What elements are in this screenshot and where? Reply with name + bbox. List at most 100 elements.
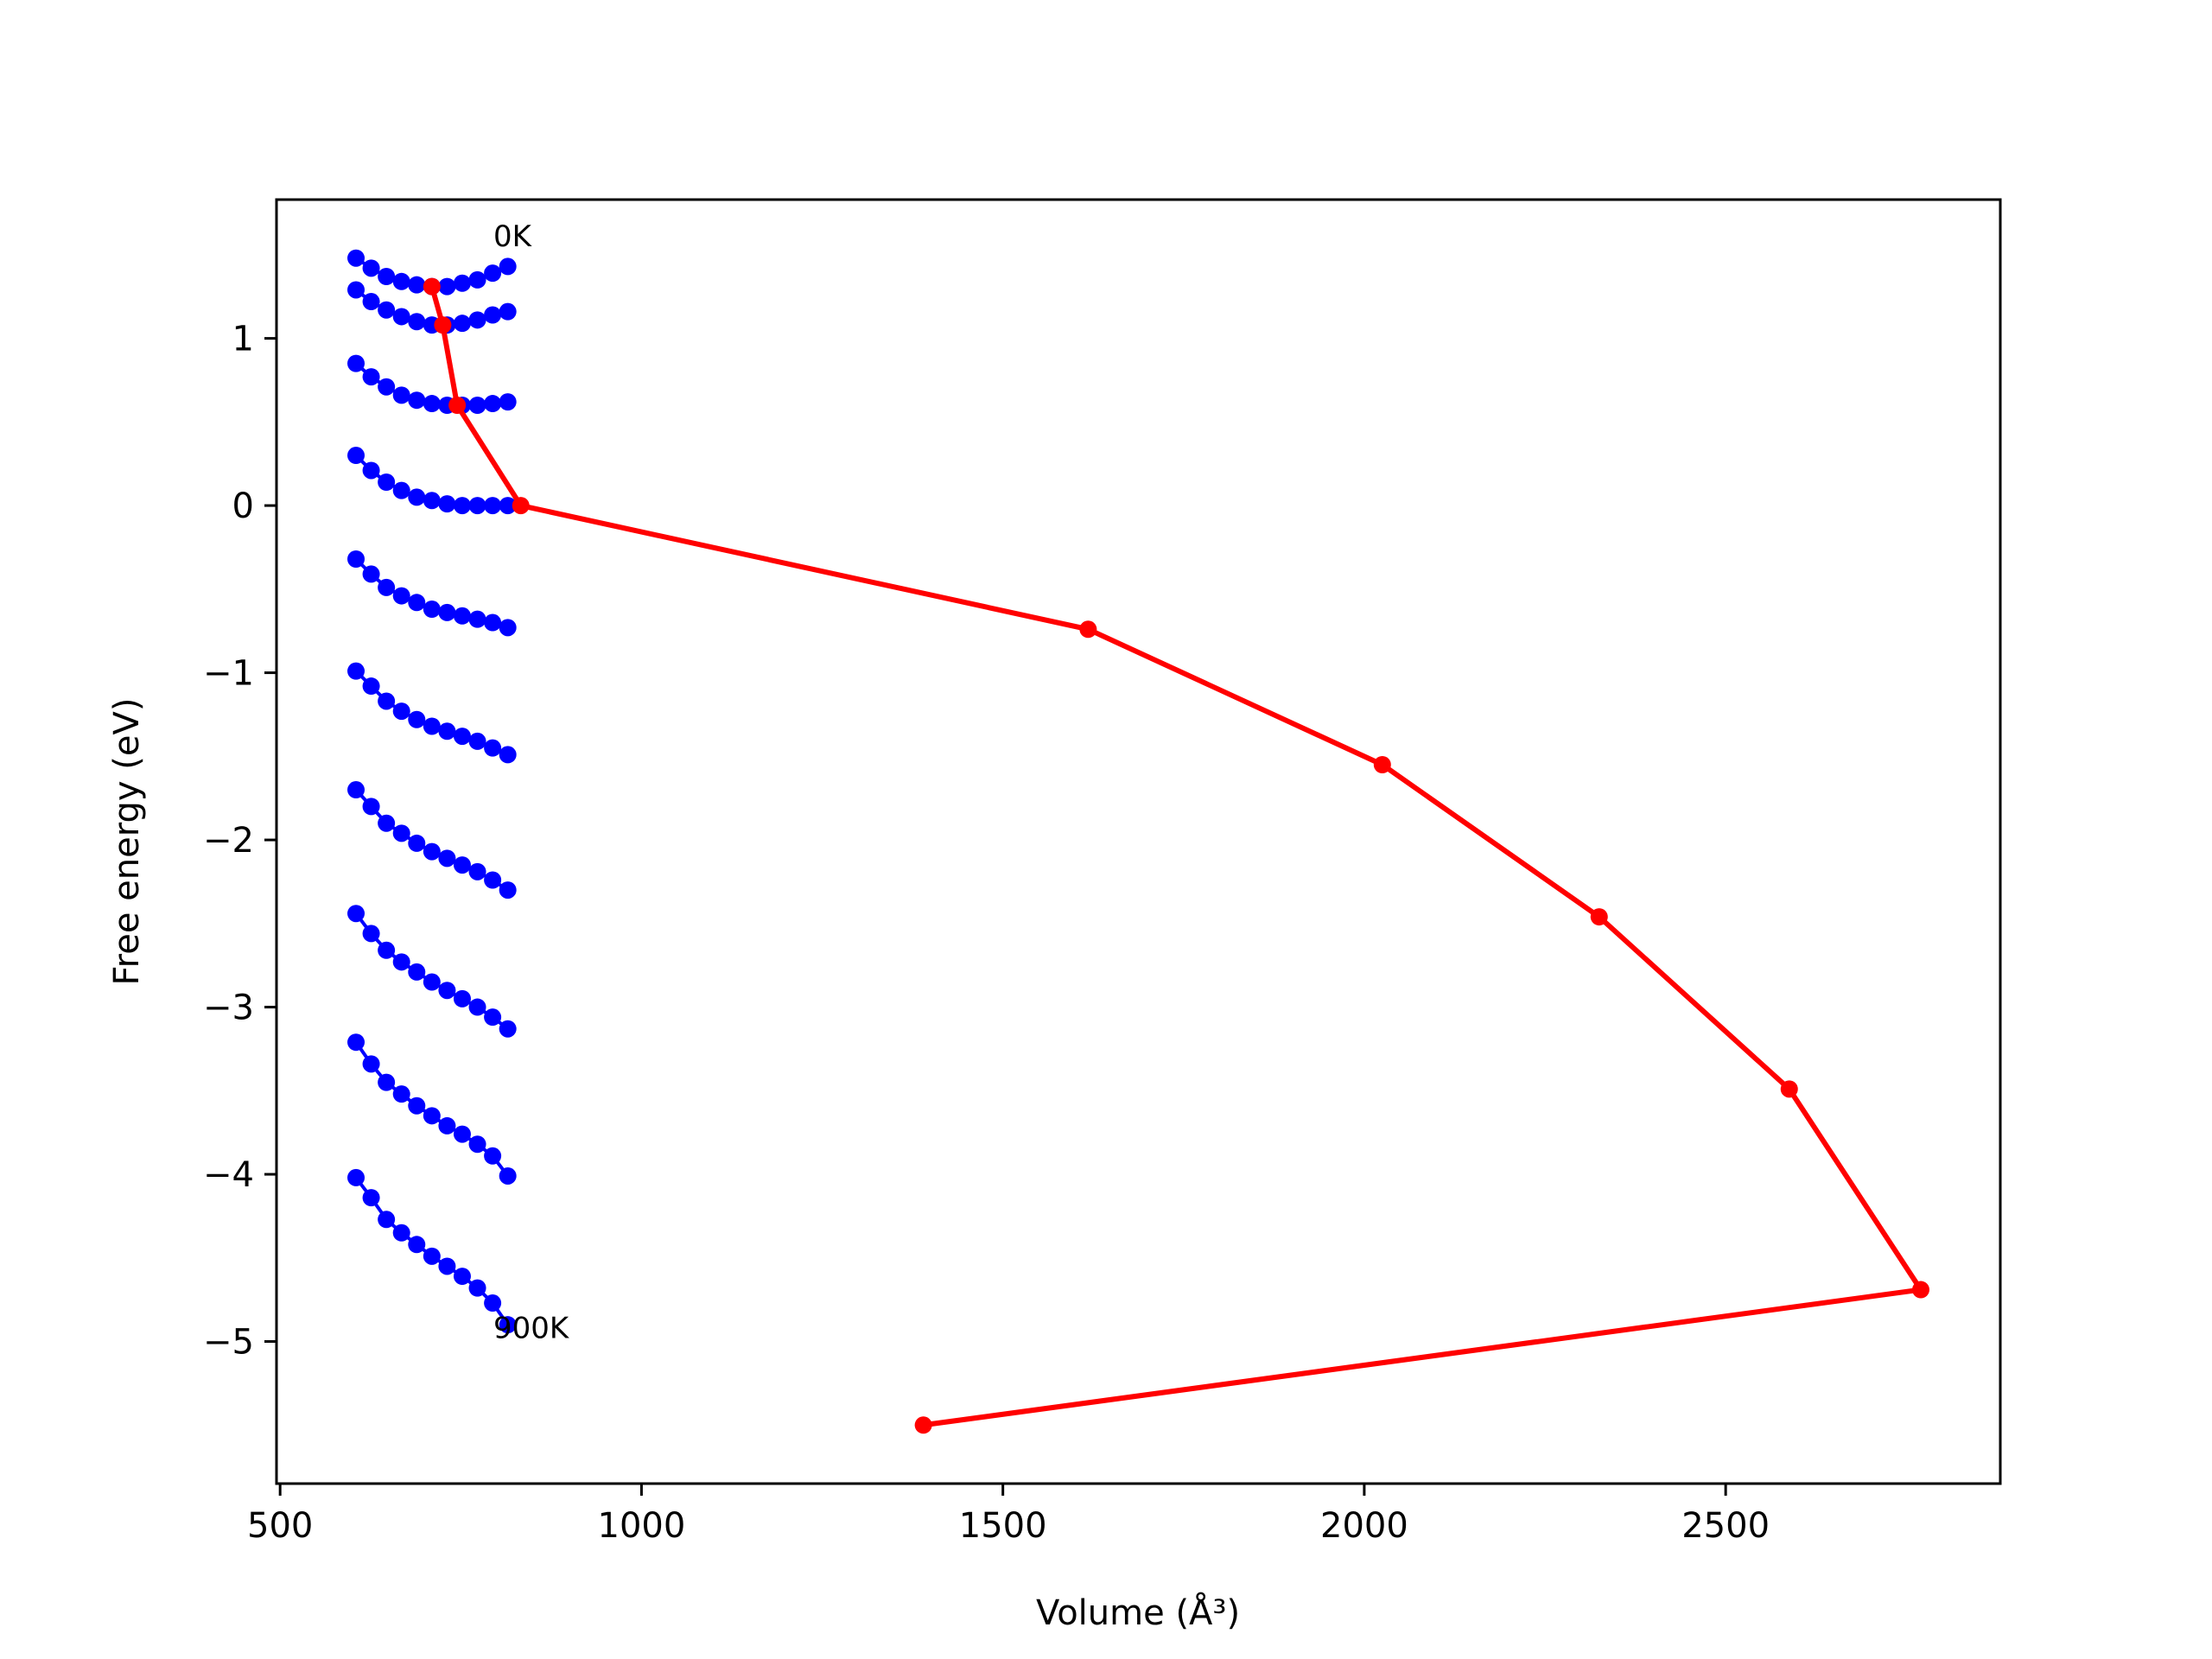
series-point [468, 270, 486, 289]
minima-layer [423, 277, 1929, 1434]
series-point [423, 492, 441, 510]
series-point [392, 953, 410, 971]
series-point [484, 306, 502, 324]
annotation-label: 900K [493, 1312, 570, 1346]
minima-point [1911, 1281, 1929, 1299]
series-point [499, 257, 517, 276]
series-point [484, 497, 502, 515]
series-point [468, 1279, 486, 1297]
series-point [484, 395, 502, 413]
series-point [408, 710, 426, 728]
series-point [378, 1073, 396, 1091]
series-point [438, 1116, 456, 1135]
series-point [484, 871, 502, 889]
series-point [392, 272, 410, 290]
y-tick-label: 1 [232, 320, 254, 359]
series-point [362, 1055, 380, 1073]
x-axis: 500 1000 1500 2000 2500 [247, 1484, 1770, 1546]
series-point [468, 732, 486, 750]
series-point [499, 746, 517, 764]
y-tick-label: 0 [232, 486, 254, 526]
series-point [453, 497, 471, 515]
series-point [453, 989, 471, 1007]
series-point [484, 613, 502, 632]
series-point [408, 1096, 426, 1115]
y-tick-label: −3 [203, 988, 254, 1028]
series-point [453, 728, 471, 746]
series-point [484, 1147, 502, 1165]
series-point [468, 396, 486, 414]
series-point [423, 601, 441, 619]
series-point [468, 1135, 486, 1154]
x-tick-label: 2000 [1320, 1506, 1408, 1546]
series-point [423, 842, 441, 861]
series-point [362, 677, 380, 696]
series-point [378, 814, 396, 832]
series-point [392, 587, 410, 605]
series-point [423, 1107, 441, 1125]
x-tick-label: 1000 [598, 1506, 686, 1546]
series-point [499, 619, 517, 637]
series-point [392, 308, 410, 326]
series-point [438, 1257, 456, 1275]
series-point [392, 1224, 410, 1242]
series-point [347, 662, 365, 680]
minima-point [434, 316, 452, 334]
series-layer [347, 249, 517, 1334]
series-point [499, 302, 517, 321]
y-tick-label: −1 [203, 654, 254, 694]
annotation-label: 0K [493, 219, 533, 254]
series-point [468, 610, 486, 628]
series-point [499, 1166, 517, 1185]
series-point [378, 473, 396, 491]
series-point [347, 1033, 365, 1052]
annotations: 0K 900K [493, 219, 570, 1345]
series-point [423, 1247, 441, 1265]
series-point [362, 1189, 380, 1207]
series-point [378, 941, 396, 959]
series-point [484, 739, 502, 757]
series-point [438, 722, 456, 741]
series-point [347, 1168, 365, 1186]
series-point [408, 1236, 426, 1254]
series-point [392, 386, 410, 404]
series-point [453, 1125, 471, 1143]
series-point [392, 1085, 410, 1103]
series-point [499, 1316, 517, 1334]
series-point [423, 973, 441, 991]
series-point [453, 607, 471, 625]
series-point [378, 301, 396, 319]
series-point [362, 259, 380, 277]
series-point [362, 368, 380, 386]
series-point [362, 925, 380, 943]
series-point [499, 881, 517, 899]
series-point [423, 395, 441, 413]
series-point [347, 447, 365, 465]
series-point [392, 824, 410, 842]
series-point [484, 264, 502, 283]
series-point [468, 311, 486, 329]
series-point [499, 393, 517, 411]
series-point [484, 1008, 502, 1027]
series-point [362, 461, 380, 480]
series-point [347, 550, 365, 569]
series-point [453, 856, 471, 874]
minima-line [429, 285, 1926, 1428]
minima-point [448, 396, 467, 414]
series-point [468, 497, 486, 515]
series-point [438, 277, 456, 296]
x-axis-label: Volume (Å³) [1036, 1592, 1240, 1633]
series-point [362, 293, 380, 311]
series-point [378, 268, 396, 286]
series-point [362, 565, 380, 583]
series-point [408, 391, 426, 410]
series-point [453, 315, 471, 333]
series-point [408, 313, 426, 331]
series-point [453, 1268, 471, 1286]
x-tick-label: 500 [247, 1506, 313, 1546]
series-point [408, 276, 426, 294]
y-tick-label: −4 [203, 1155, 254, 1195]
series-point [408, 488, 426, 506]
